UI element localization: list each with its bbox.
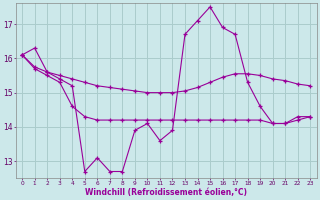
X-axis label: Windchill (Refroidissement éolien,°C): Windchill (Refroidissement éolien,°C): [85, 188, 247, 197]
